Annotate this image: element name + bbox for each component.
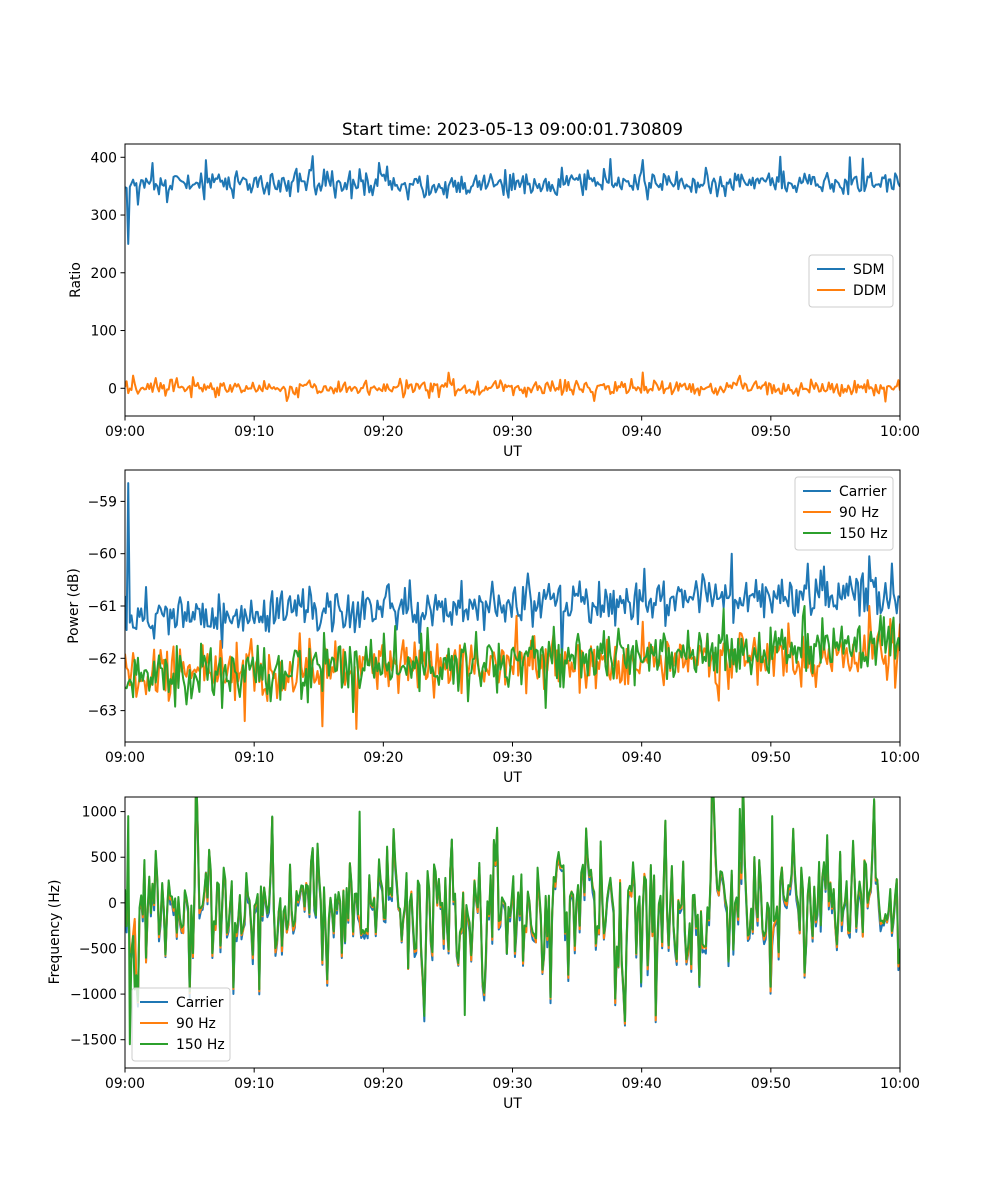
x-tick-label: 09:10 — [234, 1076, 274, 1092]
panel-ratio: 09:00 09:10 09:20 09:30 09:40 09:50 10:00 0 100… — [68, 143, 920, 460]
x-tick-label: 09:20 — [363, 750, 403, 766]
y-axis-label-power: Power (dB) — [66, 568, 82, 644]
legend-ratio: SDM DDM — [808, 254, 894, 308]
x-tick-label: 09:50 — [751, 1076, 791, 1092]
legend-label: 90 Hz — [839, 505, 879, 521]
x-ticks-frequency: 09:00 09:10 09:20 09:30 09:40 09:50 10:00 — [105, 1068, 920, 1092]
y-tick-label: 100 — [90, 324, 117, 340]
legend-frequency: Carrier 90 Hz 150 Hz — [131, 987, 231, 1062]
x-tick-label: 09:00 — [105, 750, 145, 766]
y-tick-label: 400 — [90, 150, 117, 166]
panel-frequency: 09:00 09:10 09:20 09:30 09:40 09:50 10:00 −150… — [47, 796, 920, 1112]
x-axis-label-ratio: UT — [503, 444, 522, 460]
y-tick-label: 0 — [108, 896, 117, 912]
y-tick-label: −63 — [88, 704, 117, 720]
y-tick-label: −59 — [88, 494, 117, 510]
legend-label: SDM — [853, 262, 885, 278]
y-tick-label: 0 — [108, 381, 117, 397]
legend-box — [794, 476, 894, 551]
y-tick-label: −1000 — [70, 987, 117, 1003]
y-tick-label: −1500 — [70, 1033, 117, 1049]
legend-box — [131, 987, 231, 1062]
legend-label: 90 Hz — [176, 1016, 216, 1032]
y-axis-label-frequency: Frequency (Hz) — [47, 880, 63, 985]
x-tick-label: 09:50 — [751, 750, 791, 766]
x-tick-label: 09:30 — [492, 424, 532, 440]
legend-label: 150 Hz — [839, 526, 888, 542]
chart-title: Start time: 2023-05-13 09:00:01.730809 — [342, 119, 683, 139]
x-tick-label: 09:50 — [751, 424, 791, 440]
x-tick-label: 09:30 — [492, 750, 532, 766]
series-lines-frequency — [125, 797, 900, 1046]
x-axis-label-frequency: UT — [503, 1096, 522, 1112]
series-line-sdm — [125, 155, 900, 245]
x-tick-label: 09:10 — [234, 750, 274, 766]
y-tick-label: −500 — [79, 941, 117, 957]
legend-label: DDM — [853, 283, 886, 299]
x-tick-label: 09:00 — [105, 1076, 145, 1092]
y-axis-label-ratio: Ratio — [68, 262, 84, 298]
x-axis-label-power: UT — [503, 770, 522, 786]
x-tick-label: 09:40 — [622, 424, 662, 440]
x-tick-label: 09:40 — [622, 1076, 662, 1092]
x-tick-label: 09:40 — [622, 750, 662, 766]
y-ticks-frequency: −1500 −1000 −500 0 500 1000 — [70, 805, 125, 1049]
x-tick-label: 09:20 — [363, 424, 403, 440]
y-ticks-ratio: 0 100 200 300 400 — [90, 150, 125, 397]
y-tick-label: −62 — [88, 651, 117, 667]
legend-power: Carrier 90 Hz 150 Hz — [794, 476, 894, 551]
y-tick-label: 200 — [90, 266, 117, 282]
y-tick-label: −61 — [88, 599, 117, 615]
x-ticks-power: 09:00 09:10 09:20 09:30 09:40 09:50 10:00 — [105, 742, 920, 766]
y-tick-label: 1000 — [82, 805, 117, 821]
y-tick-label: −60 — [88, 547, 117, 563]
legend-label: 150 Hz — [176, 1037, 225, 1053]
y-tick-label: 500 — [90, 850, 117, 866]
series-line-150-hz — [125, 605, 900, 714]
series-line-90-hz — [125, 605, 900, 730]
series-line-150-hz — [125, 797, 900, 1046]
series-line-ddm — [125, 371, 900, 403]
x-tick-label: 09:30 — [492, 1076, 532, 1092]
x-tick-label: 10:00 — [880, 750, 920, 766]
y-tick-label: 300 — [90, 208, 117, 224]
x-tick-label: 09:20 — [363, 1076, 403, 1092]
x-tick-label: 09:00 — [105, 424, 145, 440]
panel-power: 09:00 09:10 09:20 09:30 09:40 09:50 10:00 −63−… — [66, 469, 920, 786]
series-lines-ratio — [125, 155, 900, 403]
x-tick-label: 10:00 — [880, 1076, 920, 1092]
y-ticks-power: −63 −62 −61 −60 −59 — [88, 494, 125, 720]
series-line-carrier — [125, 482, 900, 665]
legend-label: Carrier — [176, 995, 224, 1011]
series-lines-power — [125, 482, 900, 730]
x-tick-label: 09:10 — [234, 424, 274, 440]
x-ticks-ratio: 09:00 09:10 09:20 09:30 09:40 09:50 10:00 — [105, 416, 920, 440]
legend-label: Carrier — [839, 484, 887, 500]
x-tick-label: 10:00 — [880, 424, 920, 440]
